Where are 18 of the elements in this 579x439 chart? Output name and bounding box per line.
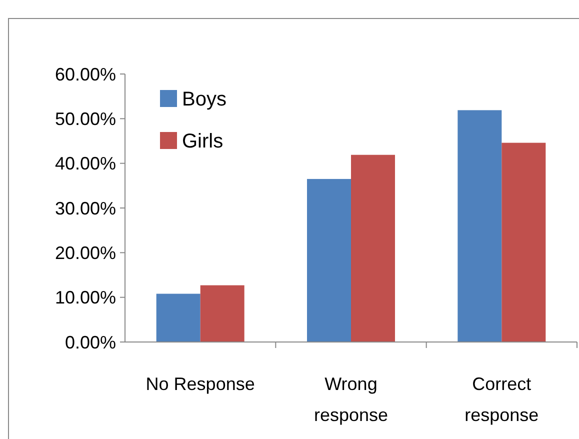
y-tick-label: 10.00% [54,288,116,308]
bar [458,110,502,342]
y-tick-label: 50.00% [54,108,116,129]
x-tick-label: Wrong response [314,374,388,425]
bar [307,178,351,342]
bar [156,294,200,342]
y-tick-label: 60.00% [54,64,116,84]
bar [502,142,546,342]
legend-label: Girls [182,130,224,152]
bar [351,154,395,342]
bar [200,285,244,342]
y-tick-label: 20.00% [54,242,116,263]
y-tick-label: 30.00% [54,198,116,218]
x-tick-label: Correct response [464,374,539,425]
y-tick-label: 0.00% [64,332,116,352]
x-tick-label: No Response [146,374,255,394]
y-tick-label: 40.00% [54,154,116,174]
legend-label: Boys [182,88,226,110]
